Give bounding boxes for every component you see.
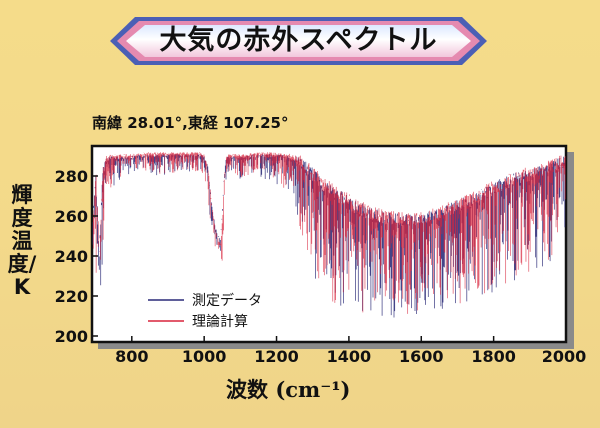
- chart-title: 大気の赤外スペクトル: [159, 25, 438, 56]
- title-banner: 大気の赤外スペクトル: [107, 14, 490, 68]
- legend-entry: 理論計算: [192, 314, 248, 330]
- x-tick-label: 1800: [471, 347, 516, 366]
- banner-shape: [110, 17, 487, 65]
- x-axis-label-unit: (cm⁻¹): [275, 377, 351, 402]
- x-tick-label: 1600: [399, 347, 444, 366]
- x-tick-label: 2000: [542, 347, 587, 366]
- plot-area: [90, 144, 568, 344]
- y-tick-label: 200: [55, 327, 88, 346]
- series-line-theory: [92, 152, 566, 314]
- y-tick-label: 280: [55, 167, 88, 186]
- y-tick-label: 260: [55, 207, 88, 226]
- x-tick-label: 1400: [327, 347, 372, 366]
- x-tick-label: 1000: [182, 347, 227, 366]
- x-axis-label-text: 波数: [226, 378, 268, 402]
- y-axis-label: 輝度温度/K: [7, 183, 37, 299]
- x-axis-label: 波数 (cm⁻¹): [226, 374, 350, 404]
- y-tick-label: 240: [55, 247, 88, 266]
- location-label: 南緯 28.01°,東経 107.25°: [92, 114, 289, 132]
- legend-entry: 測定データ: [192, 292, 262, 309]
- x-tick-label: 1200: [254, 347, 299, 366]
- y-tick-label: 220: [55, 287, 88, 306]
- x-tick-label: 800: [115, 347, 148, 366]
